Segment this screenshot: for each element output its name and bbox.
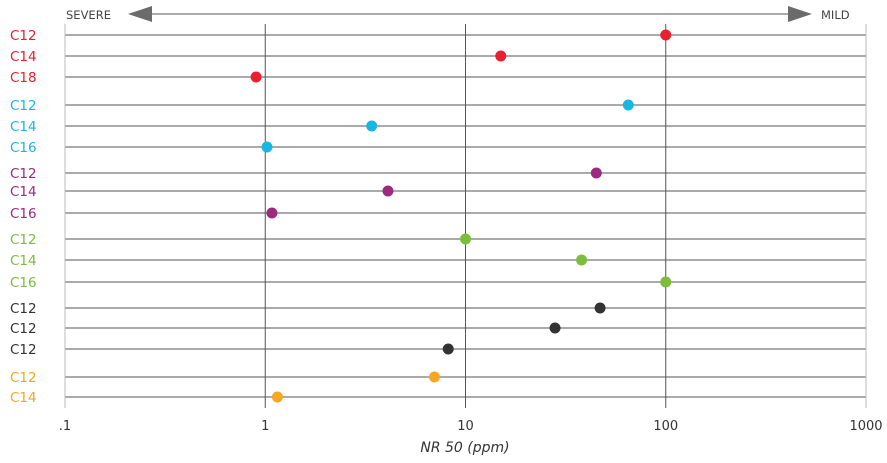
row-label: C18	[10, 70, 37, 86]
arrow-right-icon	[788, 6, 812, 22]
row-label: C14	[10, 390, 37, 406]
data-point	[660, 276, 672, 288]
row-label: C12	[10, 301, 37, 317]
data-point	[442, 343, 454, 355]
x-tick-label: 1000	[849, 419, 882, 434]
data-point	[622, 99, 634, 111]
row-label: C12	[10, 166, 37, 182]
row-label: C12	[10, 342, 37, 358]
row-label: C14	[10, 184, 37, 200]
x-tick-label: .1	[59, 419, 71, 434]
row-label: C16	[10, 140, 37, 156]
severe-label: SEVERE	[66, 8, 111, 22]
data-point	[366, 120, 378, 132]
data-point	[495, 50, 507, 62]
data-point	[428, 371, 440, 383]
row-label: C14	[10, 49, 37, 65]
grid	[64, 24, 867, 408]
x-tick-label: 1	[261, 419, 269, 434]
data-point	[261, 141, 273, 153]
severity-scale: SEVERE MILD	[66, 6, 850, 22]
data-point	[460, 233, 471, 245]
x-axis-title: NR 50 (ppm)	[420, 440, 509, 456]
row-label: C12	[10, 98, 37, 114]
row-label: C14	[10, 253, 37, 269]
data-point	[660, 29, 672, 41]
row-label: C16	[10, 275, 37, 291]
data-point	[266, 207, 278, 219]
mild-label: MILD	[821, 8, 850, 22]
data-point	[549, 322, 561, 334]
data-point	[271, 391, 283, 403]
row-label: C14	[10, 119, 37, 135]
row-label: C12	[10, 321, 37, 337]
data-point	[250, 71, 262, 83]
data-point	[590, 167, 602, 179]
arrow-left-icon	[128, 6, 152, 22]
data-points	[250, 29, 672, 403]
row-label: C12	[10, 232, 37, 248]
row-label: C12	[10, 370, 37, 386]
x-axis-ticks: .1 1 10 100 1000	[59, 419, 883, 434]
x-tick-label: 100	[653, 419, 678, 434]
row-labels: C12 C14 C18 C12 C14 C16 C12 C14 C16 C12 C14 C16 C12 C…	[10, 28, 37, 406]
x-tick-label: 10	[457, 419, 474, 434]
data-point	[382, 185, 394, 197]
row-label: C12	[10, 28, 37, 44]
data-point	[594, 302, 606, 314]
data-point	[576, 254, 588, 266]
row-label: C16	[10, 206, 37, 222]
